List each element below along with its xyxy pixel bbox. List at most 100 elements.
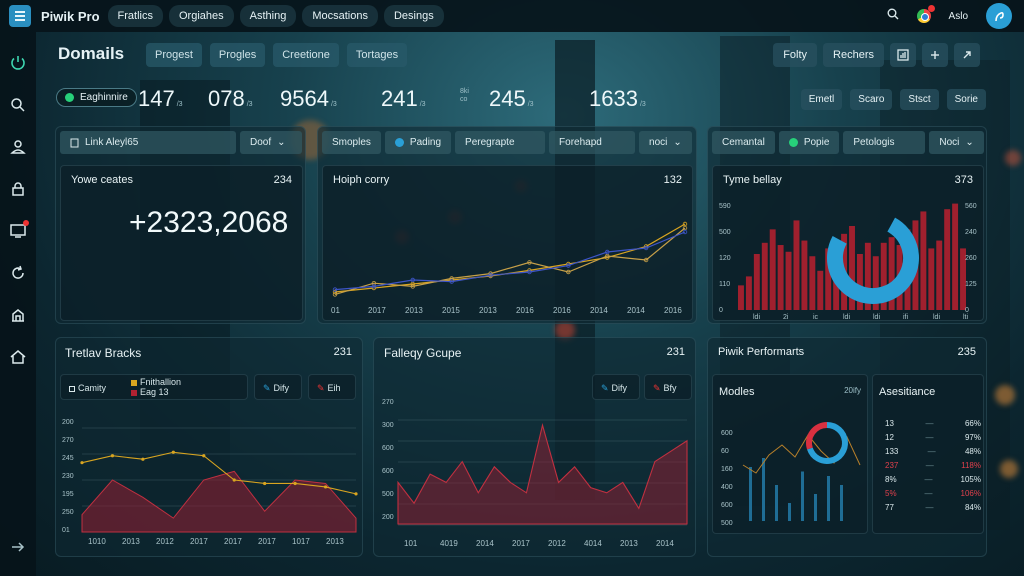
chrome-icon[interactable]	[916, 5, 935, 23]
status-pill[interactable]: Eaghinnire	[56, 88, 137, 107]
legend-item[interactable]: Eag 13	[131, 387, 181, 397]
data-point	[263, 481, 267, 486]
notification-badge	[927, 5, 935, 12]
list-item-percent: 84%	[964, 503, 981, 512]
tab-creetione[interactable]: Creetione	[273, 43, 339, 67]
bfy-chip[interactable]: ✎ Bfy	[644, 374, 692, 400]
panel-value: 231	[333, 346, 352, 358]
forehapd-button[interactable]: Forehapd	[549, 131, 636, 154]
bar	[827, 476, 830, 521]
nav-item[interactable]: Asthing	[239, 5, 297, 27]
dify-chip[interactable]: ✎ Dify	[592, 374, 640, 400]
refresh-icon[interactable]	[0, 252, 36, 294]
x-tick-label: ifi	[903, 314, 909, 321]
card-asesitiance: Asesitiance 13 — 66% 12 — 97% 133 — 48% 237 — 118% 8…	[872, 374, 984, 534]
panel-link: Link Aleyl65 Doof ⌄ Yowe ceates 234 +2323…	[55, 126, 306, 324]
data-point	[449, 276, 454, 281]
line-chart: 01 2017 2013 2015 2013 2016 2016 2014 2014 2016	[331, 221, 688, 315]
eih-chip[interactable]: ✎ Eih	[308, 374, 356, 400]
y-tick-label: 160	[721, 466, 733, 473]
list-item-count: 12	[885, 433, 894, 442]
noci-select[interactable]: noci ⌄	[639, 131, 692, 154]
x-tick-label: 2014	[656, 539, 674, 548]
data-point	[293, 481, 297, 486]
legend-label: Bfy	[663, 383, 677, 393]
legend-label: Dify	[611, 383, 628, 393]
stat-unit: /3	[639, 101, 646, 108]
user-name[interactable]: Aslo	[948, 10, 968, 22]
petologis-button[interactable]: Petologis	[843, 131, 926, 154]
stat-unit: /3	[419, 101, 426, 108]
chevron-down-icon: ⌄	[673, 137, 682, 148]
y-tick-label: 270	[382, 399, 394, 406]
x-tick-label: 2017	[190, 537, 208, 546]
nav-item[interactable]: Desings	[383, 5, 444, 27]
noci-select[interactable]: Noci ⌄	[929, 131, 984, 154]
search-icon[interactable]	[887, 7, 899, 25]
legend-item: ✎ Bfy	[653, 383, 677, 394]
bar	[825, 248, 832, 310]
document-icon	[70, 138, 79, 147]
menu-icon[interactable]	[9, 5, 31, 27]
popie-button[interactable]: Popie	[778, 131, 840, 154]
collapse-icon[interactable]	[954, 43, 980, 67]
lock-icon[interactable]	[0, 168, 36, 210]
bar	[880, 242, 887, 310]
home-icon[interactable]	[0, 336, 36, 378]
legend-item[interactable]: Camity	[69, 383, 106, 393]
doof-select-label: Doof	[250, 137, 272, 148]
y-tick-label: 400	[721, 484, 733, 491]
card-line-chart: Hoiph corry 132 01 2017 2013 2015 2013 2016 20…	[322, 165, 693, 321]
folty-button[interactable]: Folty	[773, 43, 818, 67]
legend-label: Eag 13	[140, 387, 169, 397]
legend-item: ✎ Dify	[263, 383, 289, 394]
legend: ✎ Eih	[317, 383, 341, 394]
sorie-button[interactable]: Sorie	[946, 89, 986, 110]
card-value: 234	[273, 174, 292, 186]
building-icon[interactable]	[0, 294, 36, 336]
power-icon[interactable]	[0, 42, 36, 84]
nav-item[interactable]: Mocsations	[302, 5, 378, 27]
list-item-divider: —	[924, 475, 933, 484]
nav-item[interactable]: Orgiahes	[168, 5, 234, 27]
x-tick-label: 2012	[548, 539, 566, 548]
bar	[762, 458, 765, 521]
legend-item[interactable]: Fnithallion	[131, 377, 181, 387]
user-icon[interactable]	[986, 3, 1012, 29]
scaro-button[interactable]: Scaro	[850, 89, 893, 110]
pading-button[interactable]: Pading	[384, 131, 452, 154]
chart-icon[interactable]	[890, 43, 916, 67]
doof-select[interactable]: Doof ⌄	[240, 131, 302, 154]
peregrapte-button[interactable]: Peregrapte	[455, 131, 546, 154]
rechers-button[interactable]: Rechers	[823, 43, 884, 67]
cemantal-button[interactable]: Cemantal	[712, 131, 775, 154]
arrow-right-icon[interactable]	[0, 526, 36, 568]
x-tick-label: 101	[404, 539, 418, 548]
tab-progles[interactable]: Progles	[209, 43, 266, 67]
legend-label: Dify	[273, 383, 290, 393]
search-icon[interactable]	[0, 84, 36, 126]
stat-value: 078/3	[208, 86, 253, 112]
link-filter[interactable]: Link Aleyl65	[60, 131, 236, 154]
tab-progest[interactable]: Progest	[146, 43, 202, 67]
tab-tortages[interactable]: Tortages	[346, 43, 408, 67]
monitor-icon[interactable]	[0, 210, 36, 252]
stat-value: 245/3	[489, 86, 534, 112]
list-item-divider: —	[925, 433, 934, 442]
add-icon[interactable]	[922, 43, 948, 67]
data-point	[605, 249, 610, 255]
data-point	[332, 292, 338, 297]
x-tick-label: ldi	[933, 314, 940, 321]
smoples-button[interactable]: Smoples	[322, 131, 381, 154]
nav-item[interactable]: Fratlics	[107, 5, 163, 27]
data-point	[643, 245, 649, 251]
y-tick-label: 590	[719, 203, 731, 210]
mini-bar-chart: 600 60 160 400 600 500	[721, 422, 861, 527]
emetl-button[interactable]: Emetl	[800, 89, 843, 110]
area-fill	[81, 470, 357, 533]
dify-chip[interactable]: ✎ Dify	[254, 374, 302, 400]
series-line	[334, 227, 686, 295]
user-icon[interactable]	[0, 126, 36, 168]
stsct-button[interactable]: Stsct	[900, 89, 939, 110]
panel-toolbar: Smoples Pading Peregrapte Forehapd noci ⌄	[322, 131, 692, 154]
